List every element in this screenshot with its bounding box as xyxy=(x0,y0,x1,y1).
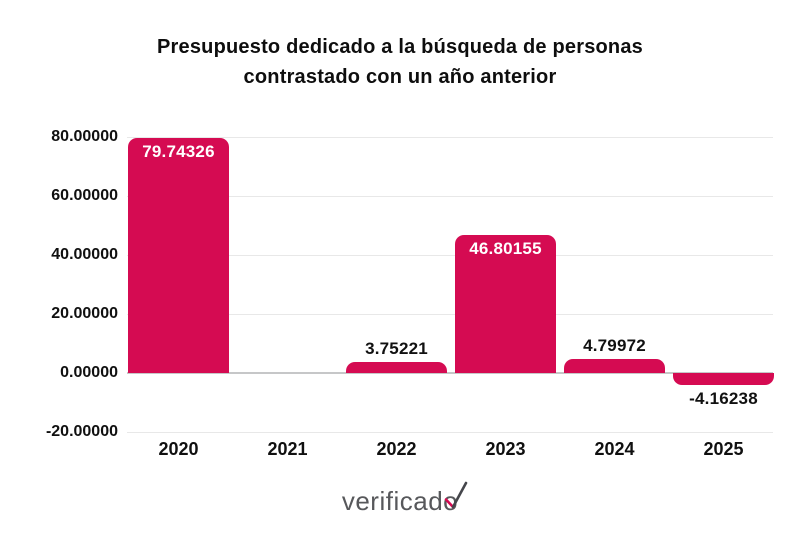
bar-2022 xyxy=(346,361,447,373)
y-axis-tick-label: 60.00000 xyxy=(51,187,118,204)
y-axis-tick-label: 40.00000 xyxy=(51,246,118,263)
bar-value-label-2024: 4.79972 xyxy=(583,335,646,355)
gridline xyxy=(127,255,773,256)
bar-2020 xyxy=(128,137,229,373)
y-axis-tick-label: 20.00000 xyxy=(51,305,118,322)
gridline xyxy=(127,314,773,315)
bar-2025 xyxy=(673,373,774,386)
zero-baseline xyxy=(127,372,773,374)
gridline xyxy=(127,196,773,197)
bar-value-label-2022: 3.75221 xyxy=(365,338,428,358)
gridline xyxy=(127,432,773,433)
x-axis-label-2022: 2022 xyxy=(376,439,417,459)
bar-2024 xyxy=(564,358,665,373)
y-axis-tick-label: 0.00000 xyxy=(60,364,118,381)
chart-title-line-2: contrastado con un año anterior xyxy=(243,66,557,88)
bar-value-label-2020: 79.74326 xyxy=(142,141,215,161)
chart-title-line-1: Presupuesto dedicado a la búsqueda de pe… xyxy=(157,36,643,58)
bar-value-label-2023: 46.80155 xyxy=(469,238,542,258)
brand-letter-o: o xyxy=(443,486,459,516)
x-axis-label-2025: 2025 xyxy=(703,439,744,459)
bar-value-label-2025: -4.16238 xyxy=(689,389,758,409)
y-axis-tick-label: 80.00000 xyxy=(51,128,118,145)
brand-wordmark-text: verificad xyxy=(341,486,444,516)
brand-logo: verificad o xyxy=(0,481,800,517)
x-axis-label-2020: 2020 xyxy=(158,439,199,459)
brand-wordmark-last-letter: o xyxy=(443,481,468,517)
x-axis-label-2024: 2024 xyxy=(594,439,635,459)
gridline xyxy=(127,137,773,138)
x-axis-label-2021: 2021 xyxy=(267,439,308,459)
y-axis-tick-label: -20.00000 xyxy=(45,423,118,440)
bar-2023 xyxy=(455,234,556,373)
x-axis-label-2023: 2023 xyxy=(485,439,526,459)
chart-title: Presupuesto dedicado a la búsqueda de pe… xyxy=(0,32,800,92)
check-icon xyxy=(444,481,468,509)
